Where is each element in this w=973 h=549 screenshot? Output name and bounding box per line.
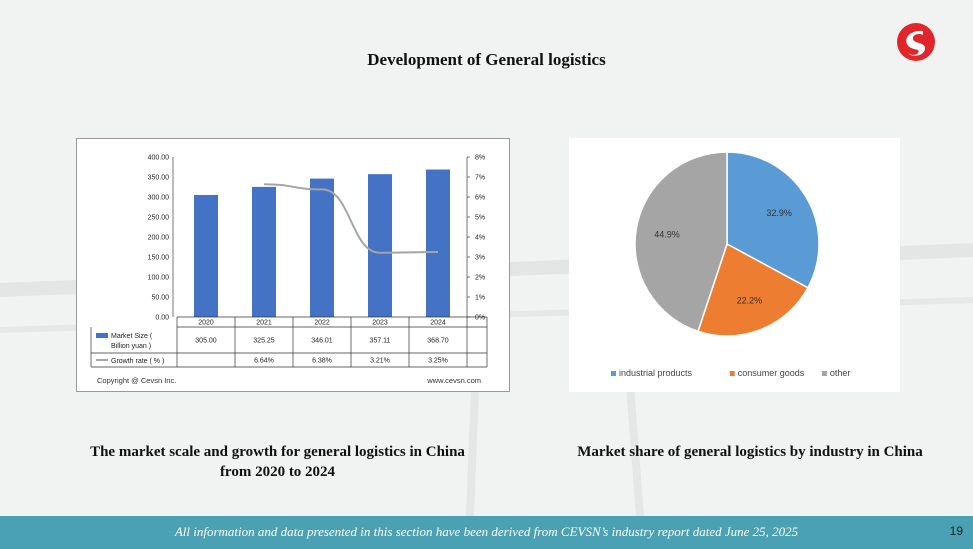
pie-data-label: 32.9% (766, 208, 792, 218)
y-left-tick-label: 50.00 (151, 295, 169, 302)
y-left-tick-label: 0.00 (155, 315, 169, 322)
pie-data-label: 44.9% (654, 229, 680, 239)
y-right-tick-label: 1% (475, 295, 485, 302)
market-size-value: 325.25 (253, 338, 275, 345)
x-tick-label: 2022 (314, 320, 330, 327)
page-number: 19 (949, 524, 963, 538)
growth-rate-line (263, 183, 439, 254)
company-logo-icon (897, 23, 935, 61)
pie-slice-consumer-goods (697, 242, 809, 337)
left-caption: The market scale and growth for general … (40, 442, 515, 482)
growth-rate-value: 3.25% (428, 358, 448, 365)
market-size-value: 305.00 (195, 338, 217, 345)
y-right-tick-label: 4% (475, 235, 485, 242)
bar-2022 (310, 178, 334, 317)
right-caption: Market share of general logistics by ind… (577, 444, 923, 460)
legend-swatch-industrial-products (611, 371, 616, 376)
market-scale-chart: 0.00 50.00 100.00 150.00 200.00 250.00 300.00 3… (90, 155, 488, 385)
market-size-value: 346.01 (311, 338, 333, 345)
y-right-tick-label: 5% (475, 215, 485, 222)
y-left-tick-label: 100.00 (148, 275, 170, 282)
y-left-tick-label: 300.00 (148, 195, 170, 202)
x-tick-label: 2020 (198, 320, 214, 327)
legend-label-consumer-goods: consumer goods (738, 368, 805, 378)
legend-label-market-size-line2: Billion yuan ) (111, 343, 151, 350)
y-right-tick-label: 0% (475, 315, 485, 322)
market-scale-chart-panel: 0.00 50.00 100.00 150.00 200.00 250.00 300.00 3… (76, 138, 510, 392)
pie-slice-industrial-products (726, 151, 820, 289)
pie-slice-other (634, 151, 728, 333)
market-share-chart: 32.9% 22.2% 44.9% industrial products consum… (611, 151, 851, 378)
y-right-tick-label: 6% (475, 195, 485, 202)
legend-swatch-market-size (96, 333, 108, 338)
left-caption-line1: The market scale and growth for general … (90, 444, 465, 460)
y-right-tick-label: 7% (475, 175, 485, 182)
slide-title: Development of General logistics (367, 50, 606, 69)
legend-label-industrial-products: industrial products (619, 368, 693, 378)
legend-label-growth-rate: Growth rate ( % ) (111, 358, 164, 365)
left-caption-line2: from 2020 to 2024 (219, 464, 336, 480)
chart-copyright: Copyright @ Cevsn Inc. (97, 376, 176, 385)
bar-2021 (252, 186, 276, 317)
market-share-chart-panel: 32.9% 22.2% 44.9% industrial products consum… (569, 138, 900, 392)
y-left-tick-label: 200.00 (148, 235, 170, 242)
growth-rate-value: 6.38% (312, 358, 332, 365)
legend-swatch-consumer-goods (729, 371, 735, 376)
market-size-value: 368.70 (427, 338, 449, 345)
x-tick-label: 2024 (430, 320, 446, 327)
y-right-tick-label: 8% (475, 155, 485, 162)
footer-disclaimer: All information and data presented in th… (174, 524, 799, 539)
y-left-tick-label: 250.00 (148, 215, 170, 222)
bar-2023 (368, 174, 392, 317)
growth-rate-value: 3.21% (370, 358, 390, 365)
y-left-tick-label: 150.00 (148, 255, 170, 262)
pie-data-label: 22.2% (737, 295, 763, 305)
bar-2024 (426, 169, 450, 317)
y-right-tick-label: 3% (475, 255, 485, 262)
legend-label-market-size-line1: Market Size ( (111, 333, 153, 340)
footer-bar: All information and data presented in th… (0, 516, 973, 549)
growth-rate-value: 6.64% (254, 358, 274, 365)
x-tick-label: 2021 (256, 320, 272, 327)
market-size-value: 357.11 (370, 338, 391, 345)
x-tick-label: 2023 (372, 320, 388, 327)
chart-website: www.cevsn.com (426, 376, 481, 385)
y-left-tick-label: 400.00 (148, 155, 170, 162)
legend-swatch-other (821, 371, 827, 376)
bar-2020 (194, 195, 218, 317)
y-right-tick-label: 2% (475, 275, 485, 282)
y-left-tick-label: 350.00 (148, 175, 170, 182)
legend-label-other: other (830, 368, 851, 378)
